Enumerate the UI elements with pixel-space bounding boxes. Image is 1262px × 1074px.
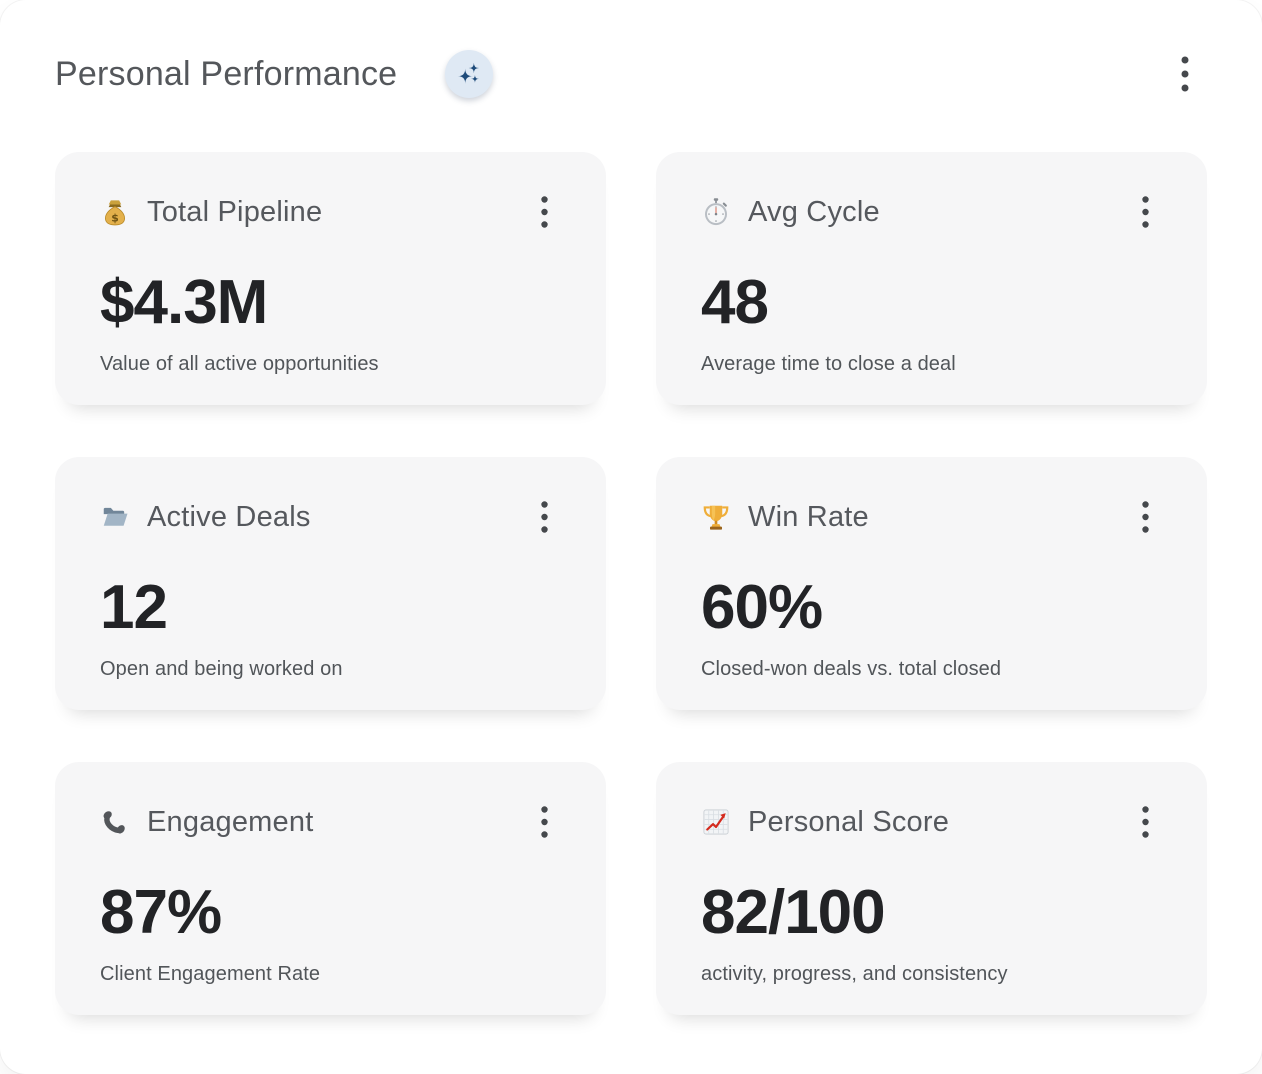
card-header: Engagement [100, 802, 562, 842]
card-menu-button[interactable] [1138, 497, 1153, 537]
card-menu-button[interactable] [1138, 192, 1153, 232]
card-title: Personal Score [748, 806, 950, 838]
card-menu-button[interactable] [1138, 802, 1153, 842]
metric-card-win-rate: Win Rate 60% Closed-won deals vs. total … [656, 457, 1207, 710]
kebab-menu-icon [541, 501, 548, 533]
metric-card-total-pipeline: $ Total Pipeline $4.3M Value of all acti… [55, 152, 606, 405]
card-description: Open and being worked on [100, 658, 343, 680]
card-value: 48 [701, 268, 769, 337]
chart-increasing-icon [701, 807, 731, 837]
sparkles-icon [456, 61, 482, 87]
card-value: $4.3M [100, 268, 268, 337]
card-value: 12 [100, 573, 168, 642]
page-title: Personal Performance [55, 55, 398, 93]
metrics-grid: $ Total Pipeline $4.3M Value of all acti… [55, 152, 1207, 1015]
card-value: 82/100 [701, 878, 886, 947]
svg-text:$: $ [111, 212, 119, 225]
metric-card-engagement: Engagement 87% Client Engagement Rate [55, 762, 606, 1015]
card-header: Active Deals [100, 497, 562, 537]
card-description: Average time to close a deal [701, 353, 956, 375]
kebab-menu-icon [1142, 806, 1149, 838]
card-title: Engagement [147, 806, 314, 838]
kebab-menu-icon [1142, 501, 1149, 533]
card-header: $ Total Pipeline [100, 192, 562, 232]
card-menu-button[interactable] [537, 192, 552, 232]
card-header: Personal Score [701, 802, 1163, 842]
card-description: activity, progress, and consistency [701, 963, 1008, 985]
stopwatch-icon [701, 197, 731, 227]
card-title: Active Deals [147, 501, 311, 533]
metric-card-personal-score: Personal Score 82/100 activity, progress… [656, 762, 1207, 1015]
card-description: Value of all active opportunities [100, 353, 379, 375]
card-header: Avg Cycle [701, 192, 1163, 232]
card-description: Client Engagement Rate [100, 963, 321, 985]
widget-header: Personal Performance [55, 50, 1207, 98]
ai-assistant-button[interactable] [445, 50, 494, 98]
metric-card-active-deals: Active Deals 12 Open and being worked on [55, 457, 606, 710]
card-title: Total Pipeline [147, 196, 323, 228]
card-value: 87% [100, 878, 222, 947]
kebab-menu-icon [1142, 196, 1149, 228]
kebab-menu-icon [541, 196, 548, 228]
kebab-menu-icon [1181, 56, 1189, 92]
widget-menu-button[interactable] [1177, 52, 1193, 96]
money-bag-icon: $ [100, 197, 130, 227]
card-menu-button[interactable] [537, 497, 552, 537]
card-title: Avg Cycle [748, 196, 880, 228]
open-folder-icon [100, 502, 130, 532]
card-header: Win Rate [701, 497, 1163, 537]
card-description: Closed-won deals vs. total closed [701, 658, 1002, 680]
kebab-menu-icon [541, 806, 548, 838]
title-group: Personal Performance [55, 50, 494, 98]
card-menu-button[interactable] [537, 802, 552, 842]
card-value: 60% [701, 573, 823, 642]
metric-card-avg-cycle: Avg Cycle 48 Average time to close a dea… [656, 152, 1207, 405]
trophy-icon [701, 502, 731, 532]
telephone-receiver-icon [100, 807, 130, 837]
card-title: Win Rate [748, 501, 869, 533]
